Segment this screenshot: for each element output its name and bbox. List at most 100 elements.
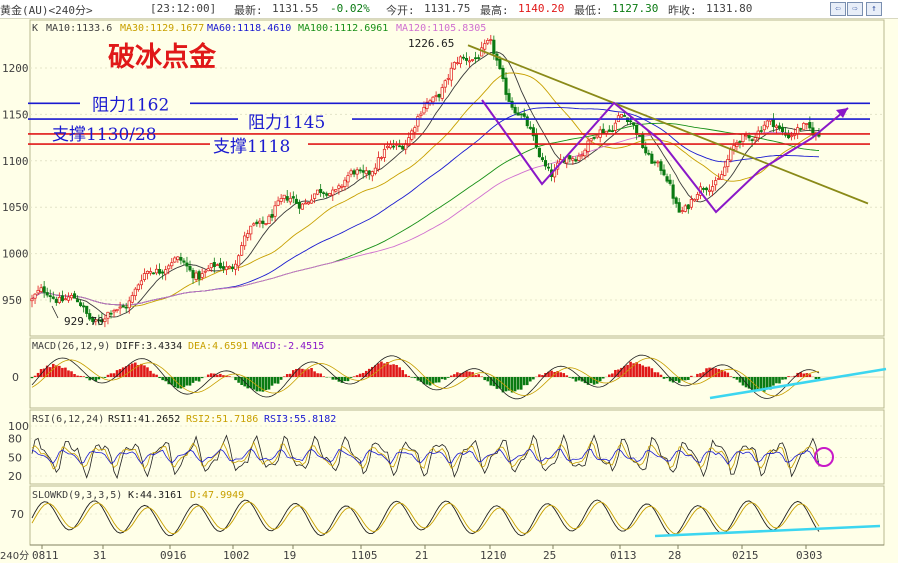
candle-body — [69, 295, 74, 299]
candle-body — [39, 287, 43, 292]
candle-body — [325, 193, 329, 196]
candles — [30, 34, 821, 328]
candle-body — [507, 93, 511, 102]
candle-body — [249, 225, 253, 235]
candle — [212, 257, 216, 273]
candle — [419, 111, 423, 119]
macd-divergence-line — [709, 367, 887, 400]
scroll-right-button[interactable]: ⇨ — [847, 2, 863, 16]
candle-body — [331, 189, 335, 196]
candle — [802, 121, 806, 130]
candle-body — [492, 39, 496, 54]
scroll-left-button[interactable]: ⇦ — [830, 2, 846, 16]
candle-body — [401, 145, 405, 150]
candle-body — [85, 305, 89, 314]
y-tick-label: 1050 — [2, 201, 29, 214]
candle-body — [416, 116, 420, 127]
expand-button[interactable]: ↑ — [866, 2, 882, 16]
candle-body — [811, 127, 815, 136]
candle-body — [683, 205, 687, 212]
candle — [112, 308, 116, 318]
candle-body — [425, 101, 429, 109]
candle — [750, 138, 754, 147]
candle-body — [543, 160, 548, 167]
candle-body — [349, 170, 353, 175]
candle — [151, 272, 156, 275]
candle — [30, 294, 34, 308]
candle-body — [252, 223, 256, 226]
candle-body — [294, 198, 298, 204]
candle-body — [452, 62, 456, 70]
candle — [97, 314, 101, 326]
candle-body — [158, 269, 162, 274]
candle-body — [270, 214, 274, 218]
candle-body — [695, 194, 699, 200]
rsi-tick: 50 — [8, 451, 22, 464]
candle-body — [516, 112, 520, 116]
candle-body — [474, 57, 478, 60]
candle — [215, 263, 219, 267]
candle-body — [176, 256, 180, 261]
candle — [704, 186, 709, 196]
candle — [477, 54, 481, 61]
candle-body — [91, 317, 95, 322]
candle-body — [273, 205, 277, 217]
candle — [701, 186, 706, 193]
candle — [173, 256, 177, 263]
candle — [66, 292, 71, 303]
candle-body — [118, 306, 122, 309]
candle — [319, 183, 323, 197]
candle-body — [82, 305, 86, 308]
candle — [176, 256, 180, 263]
rsi2-line — [31, 441, 820, 471]
candle-body — [48, 295, 52, 298]
candle — [385, 141, 390, 150]
candle-body — [717, 178, 721, 180]
macd-dea-line — [31, 357, 820, 397]
candle-body — [720, 174, 724, 180]
candle-body — [352, 170, 356, 175]
candle — [136, 283, 140, 292]
candle-body — [42, 286, 46, 293]
candle-body — [200, 273, 204, 278]
candle — [148, 267, 153, 276]
x-tick-label: 1002 — [223, 549, 250, 562]
candle — [467, 56, 472, 68]
candle-body — [209, 263, 213, 269]
candle-body — [57, 296, 61, 304]
candle-body — [659, 161, 663, 171]
candle-body — [334, 189, 338, 192]
candle — [48, 289, 52, 303]
candle — [139, 274, 143, 290]
support-1118-label: 支撑1118 — [213, 137, 290, 157]
candle-body — [191, 270, 195, 279]
trough-pointer — [51, 305, 59, 319]
rsi3-label: RSI3:55.8182 — [264, 414, 336, 425]
macd-diff-line — [31, 354, 820, 400]
rsi-title: RSI(6,12,24) — [32, 414, 104, 425]
y-tick-label: 1150 — [2, 108, 29, 121]
rsi1-line — [31, 433, 820, 480]
candle-body — [805, 123, 809, 125]
candle — [695, 191, 699, 202]
candle — [577, 152, 581, 162]
candle — [115, 308, 119, 313]
candle-body — [379, 157, 383, 159]
candle — [653, 160, 657, 166]
candle — [540, 152, 545, 163]
candle-body — [194, 272, 198, 280]
candle — [443, 79, 447, 93]
legend-ma30: MA30:1129.1677 — [120, 23, 204, 34]
candle — [674, 196, 678, 208]
candle — [726, 154, 730, 173]
ma30-line — [31, 72, 820, 307]
candle — [638, 134, 642, 137]
candle-body — [440, 87, 444, 99]
candle-body — [206, 268, 210, 272]
candle — [103, 314, 107, 328]
candle — [285, 190, 289, 203]
candle — [461, 54, 466, 61]
candle — [249, 225, 253, 241]
candle-body — [188, 266, 192, 271]
